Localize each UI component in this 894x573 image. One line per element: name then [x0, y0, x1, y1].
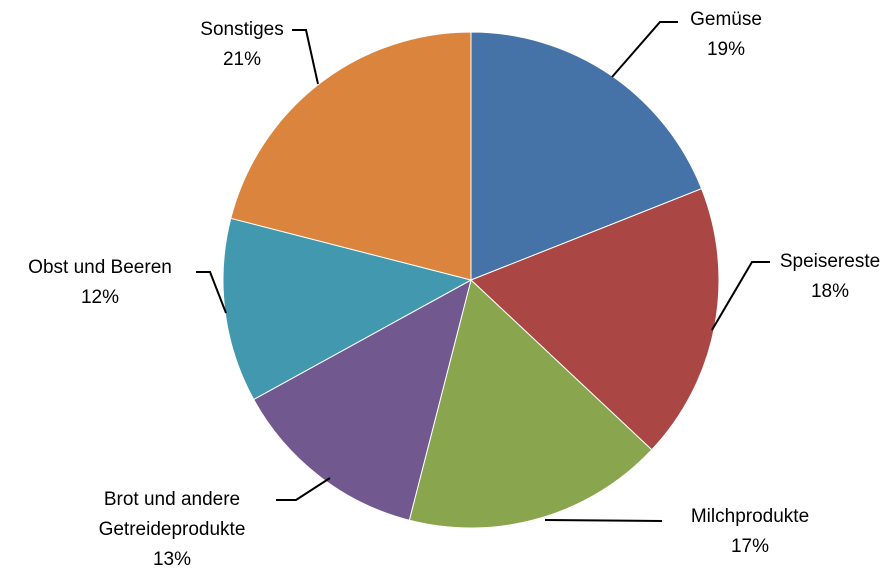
- data-label: Brot und andere Getreideprodukte 13%: [62, 485, 282, 573]
- value-label: 19%: [706, 39, 746, 60]
- value-label: 13%: [152, 549, 192, 570]
- data-label: Obst und Beeren 12%: [0, 253, 200, 313]
- value-label: 17%: [730, 536, 770, 557]
- leader-line: [276, 477, 331, 501]
- category-label: Speisereste: [779, 251, 881, 272]
- leader-line: [196, 271, 227, 314]
- data-label: Sonstiges 21%: [172, 15, 312, 75]
- pie-slice: [470, 31, 703, 281]
- category-label: Obst und Beeren: [28, 257, 172, 278]
- pie-slice: [230, 31, 472, 281]
- pie-slice: [408, 279, 653, 529]
- category-label: Brot und andere Getreideprodukte: [98, 489, 246, 540]
- value-label: 18%: [810, 281, 850, 302]
- data-label: Gemüse 19%: [656, 5, 796, 65]
- leader-line: [711, 261, 770, 331]
- category-label: Sonstiges: [200, 19, 284, 40]
- data-label: Speisereste 18%: [760, 247, 894, 307]
- category-label: Gemüse: [690, 9, 762, 30]
- leader-line: [611, 21, 678, 78]
- data-label: Milchprodukte 17%: [660, 502, 840, 562]
- pie-slice: [252, 279, 472, 521]
- leader-line: [292, 29, 319, 85]
- value-label: 12%: [80, 287, 120, 308]
- value-label: 21%: [222, 49, 262, 70]
- category-label: Milchprodukte: [690, 506, 810, 527]
- leader-line: [544, 519, 663, 522]
